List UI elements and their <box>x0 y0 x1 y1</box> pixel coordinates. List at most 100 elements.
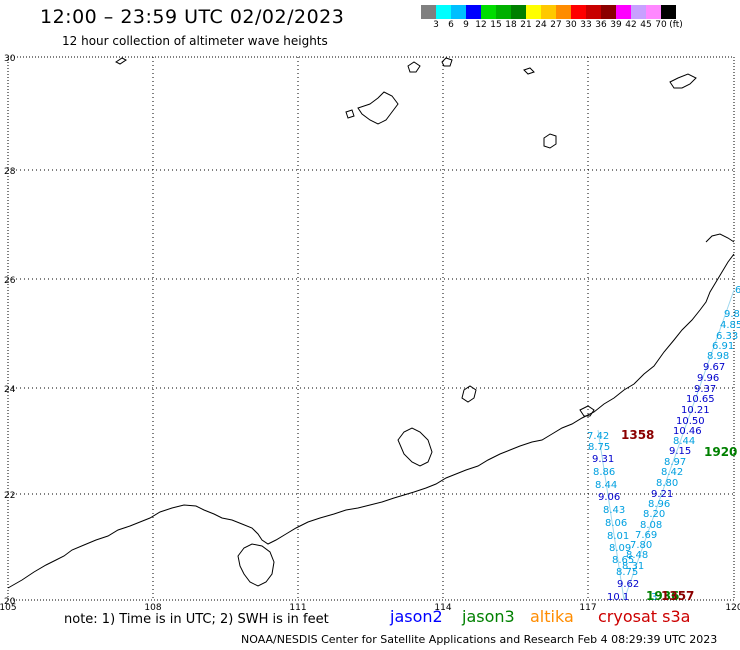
graticule <box>8 57 734 600</box>
swh-reading: 8.48 <box>626 550 648 561</box>
swh-reading: 10.50 <box>676 416 705 427</box>
scale-label: 21 <box>520 20 532 30</box>
swh-reading: 8.42 <box>661 467 683 478</box>
latitude-label: 30 <box>4 54 16 64</box>
scale-swatch <box>631 5 646 19</box>
swh-reading: 10.21 <box>681 405 710 416</box>
swh-reading: 8.80 <box>656 478 678 489</box>
scale-swatch <box>661 5 676 19</box>
swh-readings: 6.9.84.856.336.918.989.679.969.3710.6510… <box>587 285 740 603</box>
page-subtitle: 12 hour collection of altimeter wave hei… <box>62 34 328 48</box>
latitude-label: 28 <box>4 167 16 177</box>
scale-swatch <box>601 5 616 19</box>
scale-label: (ft) <box>669 20 683 30</box>
swh-reading: 8.44 <box>595 480 617 491</box>
longitude-label: 108 <box>144 603 161 613</box>
scale-swatch <box>421 5 436 19</box>
swh-reading: 7.42 <box>587 431 609 442</box>
swh-reading: 8.20 <box>643 509 665 520</box>
satellite-track <box>597 289 735 601</box>
swh-reading: 9.62 <box>617 579 639 590</box>
longitude-label: 117 <box>579 603 596 613</box>
scale-swatch <box>556 5 571 19</box>
scale-label: 12 <box>475 20 487 30</box>
swh-reading: 8.01 <box>607 531 629 542</box>
legend-item: altika <box>530 607 574 626</box>
scale-swatch <box>481 5 496 19</box>
legend-item: jason3 <box>462 607 515 626</box>
longitude-labels: 105 108 111 114 117 120 <box>0 603 740 613</box>
scale-swatch <box>541 5 556 19</box>
scale-label: 45 <box>640 20 652 30</box>
swh-reading: 6. <box>735 285 740 296</box>
scale-swatch <box>586 5 601 19</box>
time-marker: 1358 <box>621 428 654 442</box>
swh-reading: 8.86 <box>593 467 615 478</box>
swh-reading: 9.96 <box>697 373 719 384</box>
scale-label: 3 <box>433 20 439 30</box>
scale-label: 15 <box>490 20 502 30</box>
time-marker: 1357 <box>661 589 694 603</box>
color-scale-labels: 3 6 9 12 15 18 21 24 27 30 33 36 39 42 45 70 (ft) <box>421 20 740 34</box>
swh-reading: 8.44 <box>673 436 695 447</box>
swh-reading: 6.33 <box>716 331 738 342</box>
color-scale <box>421 5 676 19</box>
swh-reading: 8.97 <box>664 457 686 468</box>
swh-reading: 10.1 <box>607 592 629 603</box>
time-marker: 1920 <box>704 445 737 459</box>
longitude-label: 114 <box>434 603 451 613</box>
scale-label: 39 <box>610 20 622 30</box>
swh-reading: 10.65 <box>686 394 715 405</box>
longitude-label: 111 <box>289 603 306 613</box>
swh-reading: 9.06 <box>598 492 620 503</box>
swh-reading: 8.09 <box>609 543 631 554</box>
swh-reading: 8.65 <box>612 555 634 566</box>
scale-swatch <box>511 5 526 19</box>
footnote: note: 1) Time is in UTC; 2) SWH is in fe… <box>64 612 329 627</box>
swh-reading: 8.98 <box>707 351 729 362</box>
scale-swatch <box>571 5 586 19</box>
swh-reading: 8.08 <box>640 520 662 531</box>
latitude-label: 24 <box>4 385 16 395</box>
swh-reading: 10.46 <box>673 426 702 437</box>
swh-reading: 7.69 <box>635 530 657 541</box>
swh-reading: 9.37 <box>694 384 716 395</box>
latitude-labels: 30 28 26 24 22 20 <box>4 54 16 607</box>
latitude-label: 26 <box>4 276 16 286</box>
scale-label: 24 <box>535 20 547 30</box>
swh-reading: 9.8 <box>724 309 740 320</box>
swh-reading: 8.96 <box>648 499 670 510</box>
swh-reading: 9.15 <box>669 446 691 457</box>
latitude-label: 22 <box>4 491 15 501</box>
scale-label: 70 <box>655 20 667 30</box>
scale-swatch <box>526 5 541 19</box>
scale-swatch <box>646 5 661 19</box>
coastline <box>7 57 735 589</box>
swh-reading: 8.06 <box>605 518 627 529</box>
legend-item: jason2 <box>390 607 443 626</box>
scale-swatch <box>616 5 631 19</box>
swh-reading: 6.91 <box>712 341 734 352</box>
swh-reading: 4.85 <box>720 320 740 331</box>
map-frame <box>7 56 735 601</box>
scale-label: 18 <box>505 20 517 30</box>
swh-reading: 8.43 <box>603 505 625 516</box>
swh-reading: 3 <box>651 592 657 603</box>
scale-label: 36 <box>595 20 607 30</box>
scale-label: 9 <box>463 20 469 30</box>
time-marker: 1936 <box>646 589 679 603</box>
longitude-label: 120 <box>725 603 740 613</box>
scale-label: 27 <box>550 20 562 30</box>
legend-item: cryosat s3a <box>598 607 691 626</box>
scale-label: 6 <box>448 20 454 30</box>
swh-reading: 9.21 <box>651 489 673 500</box>
scale-label: 33 <box>580 20 592 30</box>
scale-swatch <box>436 5 451 19</box>
swh-reading: 8.75 <box>616 567 638 578</box>
swh-reading: 8.75 <box>588 442 610 453</box>
scale-swatch <box>451 5 466 19</box>
latitude-label: 20 <box>4 597 16 607</box>
scale-swatch <box>496 5 511 19</box>
